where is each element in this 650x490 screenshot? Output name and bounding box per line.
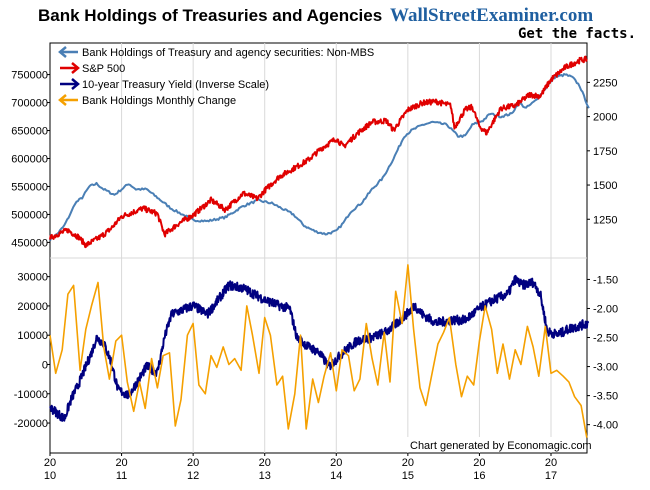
axis-ticks: 450000 500000 550000 600000 650000 700000 7500… [11,70,618,482]
series-layer [49,55,590,438]
x-tick-label-top: 20 [330,457,342,469]
y-tick-label-left-top: 700000 [11,98,48,110]
y-tick-label-right-bottom: -2.00 [593,303,618,315]
y-tick-label-left-bottom: 0 [42,359,48,371]
x-tick-label-top: 20 [44,457,56,469]
legend-item-sp500: S&P 500 [60,62,125,75]
legend: Bank Holdings of Treasury and agency sec… [58,46,374,107]
y-tick-label-right-bottom: -4.00 [593,420,618,432]
y-tick-label-left-top: 550000 [11,181,48,193]
x-tick-label-bottom: 15 [402,470,414,482]
y-tick-label-right-bottom: -1.50 [593,274,618,286]
series-sp500 [49,55,588,249]
legend-label-holdings: Bank Holdings of Treasury and agency sec… [82,47,374,59]
left-arrow-icon [58,46,78,58]
y-tick-label-left-top: 600000 [11,153,48,165]
x-tick-label-bottom: 11 [116,470,127,482]
x-tick-label-top: 20 [259,457,271,469]
y-tick-label-right-bottom: -2.50 [593,333,618,345]
brand-logo: WallStreetExaminer.com [390,5,593,26]
series-yield [49,274,590,422]
x-tick-label-bottom: 17 [545,470,557,482]
right-arrow-icon [60,62,80,74]
grid-lines [121,43,552,453]
y-tick-label-right-top: 2250 [593,77,617,89]
legend-label-yield: 10-year Treasury Yield (Inverse Scale) [82,79,269,91]
x-tick-label-top: 20 [402,457,414,469]
y-tick-label-right-top: 2000 [593,112,617,124]
x-tick-label-bottom: 14 [330,470,342,482]
y-tick-label-left-bottom: -10000 [14,389,48,401]
y-tick-label-left-bottom: -20000 [14,418,48,430]
credit-box [406,437,584,452]
x-tick-label-bottom: 13 [259,470,271,482]
series-change [49,264,588,438]
brand-tagline: Get the facts. [518,26,636,42]
y-tick-label-left-top: 750000 [11,70,48,82]
left-arrow-icon [58,94,78,106]
x-tick-label-top: 20 [115,457,127,469]
y-tick-label-left-top: 650000 [11,126,48,138]
y-tick-label-right-bottom: -3.00 [593,362,618,374]
chart-credit: Chart generated by Economagic.com [410,440,592,452]
y-tick-label-left-top: 450000 [11,237,48,249]
x-tick-label-bottom: 12 [187,470,199,482]
y-tick-label-left-top: 500000 [11,209,48,221]
x-tick-label-bottom: 16 [473,470,485,482]
y-tick-label-left-bottom: 20000 [17,301,48,313]
legend-label-change: Bank Holdings Monthly Change [82,95,236,107]
x-tick-label-bottom: 10 [44,470,56,482]
series-holdings [49,73,590,242]
legend-item-change: Bank Holdings Monthly Change [58,94,236,107]
legend-item-yield: 10-year Treasury Yield (Inverse Scale) [60,78,269,91]
y-tick-label-right-top: 1750 [593,146,617,158]
y-tick-label-right-top: 1500 [593,180,617,192]
y-tick-label-left-bottom: 10000 [17,330,48,342]
chart-title: Bank Holdings of Treasuries and Agencies [38,6,382,25]
y-tick-label-right-bottom: -3.50 [593,391,618,403]
y-tick-label-left-bottom: 30000 [17,272,48,284]
legend-label-sp500: S&P 500 [82,63,125,75]
legend-item-holdings: Bank Holdings of Treasury and agency sec… [58,46,374,59]
x-tick-label-top: 20 [473,457,485,469]
x-tick-label-top: 20 [545,457,557,469]
x-tick-label-top: 20 [187,457,199,469]
right-arrow-icon [60,78,80,90]
y-tick-label-right-top: 1250 [593,214,617,226]
